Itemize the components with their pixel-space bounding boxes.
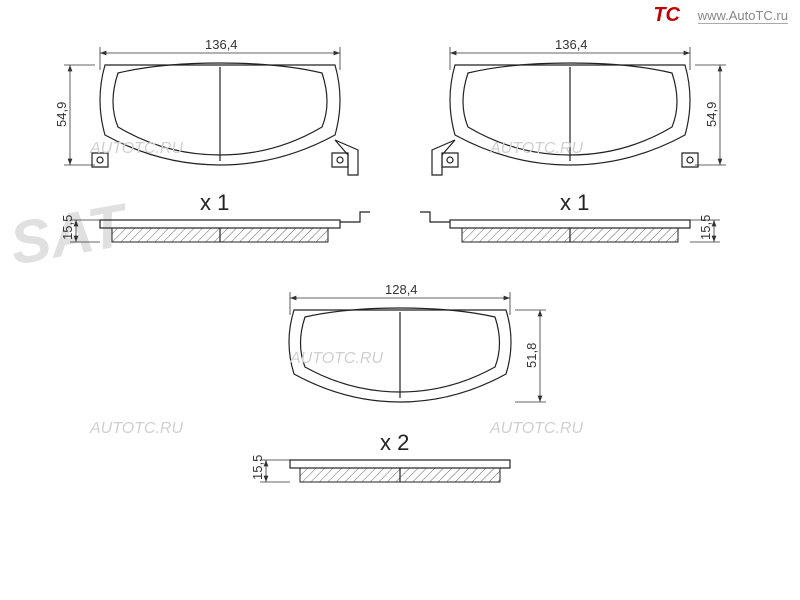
svg-text:15,5: 15,5 xyxy=(60,215,75,240)
pad-top-left-side: 15,5 xyxy=(60,212,370,242)
svg-text:136,4: 136,4 xyxy=(205,37,238,52)
svg-text:15,5: 15,5 xyxy=(698,215,713,240)
svg-text:54,9: 54,9 xyxy=(704,102,719,127)
svg-text:54,9: 54,9 xyxy=(54,102,69,127)
svg-text:136,4: 136,4 xyxy=(555,37,588,52)
pad-top-left: 136,4 54,9 xyxy=(54,37,358,175)
svg-text:15,5: 15,5 xyxy=(250,455,265,480)
pad-top-right: 136,4 54,9 xyxy=(432,37,726,175)
svg-text:128,4: 128,4 xyxy=(385,282,418,297)
pad-bottom-side: 15,5 xyxy=(250,455,510,482)
qty-bottom: x 2 xyxy=(380,430,409,455)
pad-bottom: 128,4 51,8 xyxy=(289,282,546,402)
svg-text:51,8: 51,8 xyxy=(524,343,539,368)
qty-top-left: x 1 xyxy=(200,190,229,215)
pad-top-right-side: 15,5 xyxy=(420,212,720,242)
qty-top-right: x 1 xyxy=(560,190,589,215)
technical-drawing: 136,4 54,9 15,5 x 1 136,4 xyxy=(0,0,800,600)
